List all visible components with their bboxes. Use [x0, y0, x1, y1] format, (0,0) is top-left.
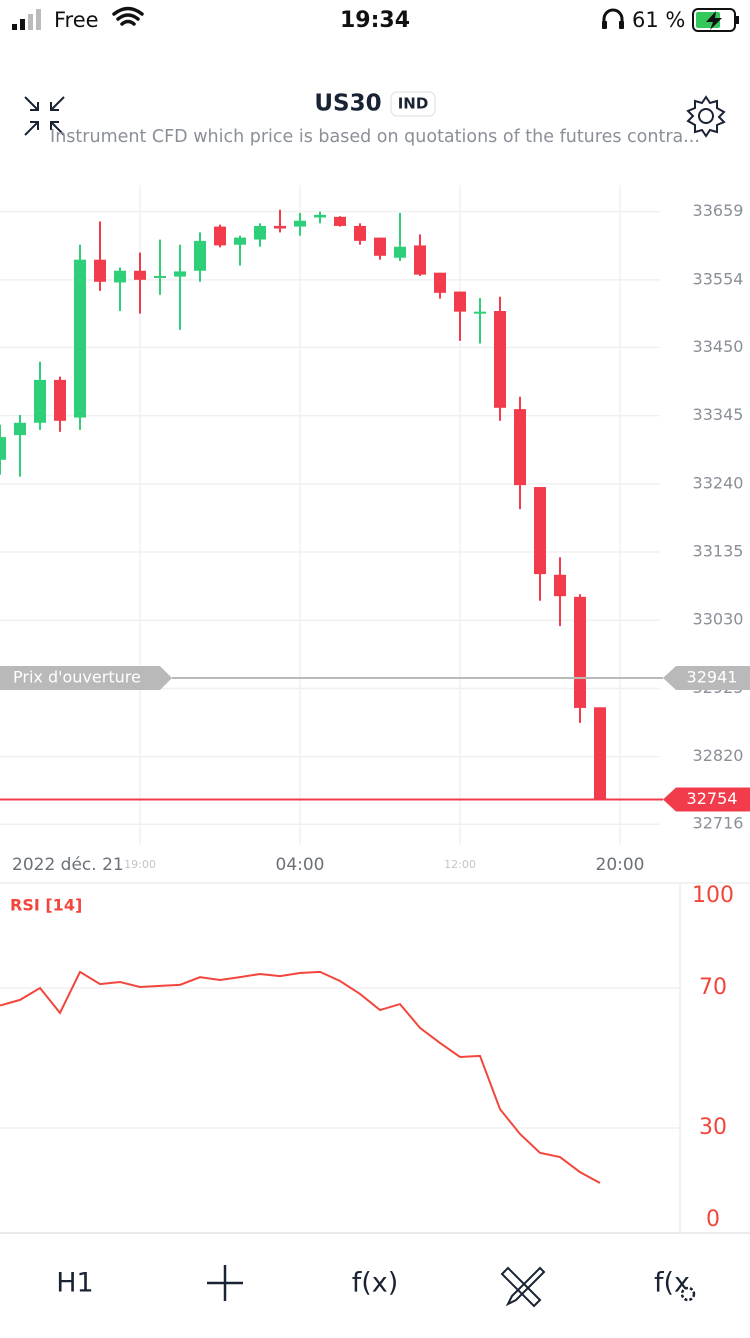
y-tick-label: 70	[699, 975, 727, 1000]
y-tick-label: 33240	[693, 473, 744, 492]
instrument-subtitle: Instrument CFD which price is based on q…	[50, 127, 700, 147]
price-tag-label: 32941	[687, 668, 738, 687]
candle-body	[214, 226, 226, 246]
indicator-title: RSI [14]	[10, 896, 82, 915]
candle-body	[374, 237, 386, 256]
candle-body	[0, 437, 6, 460]
candle-body	[234, 237, 246, 245]
x-tick-label: 12:00	[444, 858, 476, 871]
candle-body	[94, 259, 106, 282]
candle-body	[14, 422, 26, 436]
candle-body	[554, 574, 566, 597]
candle-body	[414, 245, 426, 275]
candle-body	[314, 214, 326, 218]
candle-body	[34, 379, 46, 423]
drawing-tools-button[interactable]	[500, 1266, 546, 1308]
battery-level: 61 %	[632, 8, 685, 32]
price-line-label: Prix d'ouverture	[13, 668, 141, 687]
collapse-button[interactable]	[24, 96, 65, 136]
y-tick-label: 100	[692, 883, 734, 908]
battery-icon	[692, 8, 736, 32]
candle-body	[534, 487, 546, 575]
rsi-line	[0, 970, 601, 1184]
candle-body	[254, 225, 266, 240]
y-tick-label: 33659	[693, 201, 744, 220]
y-tick-label: 32820	[693, 746, 744, 765]
candle-body	[134, 270, 146, 280]
signal-bar	[36, 9, 41, 30]
y-tick-label: 0	[706, 1207, 720, 1232]
candle-body	[174, 271, 186, 277]
instrument-badge: IND	[398, 95, 429, 113]
candle-body	[74, 259, 86, 418]
status-bar: Free 19:34 61 %	[12, 6, 739, 33]
candle-body	[354, 225, 366, 241]
carrier: Free	[54, 8, 99, 32]
timeframe-button[interactable]: H1	[56, 1268, 93, 1299]
charging-bolt	[706, 11, 722, 30]
battery-tip	[736, 16, 739, 24]
headphone-icon	[602, 8, 624, 26]
indicators-button[interactable]: f(x)	[352, 1268, 399, 1299]
y-tick-label: 33030	[693, 610, 744, 629]
candle-body	[394, 246, 406, 258]
candle-body	[294, 220, 306, 227]
price-tag	[663, 787, 750, 812]
x-tick-label: 20:00	[596, 855, 645, 875]
candle-body	[474, 311, 486, 314]
candle-body	[154, 275, 166, 278]
wifi-icon	[112, 6, 144, 26]
candle-body	[334, 216, 346, 226]
candle-body	[454, 291, 466, 312]
candle-body	[114, 270, 126, 283]
candle-body	[514, 409, 526, 486]
chart-layer: 3365933554334503334533240331353303032925…	[0, 185, 750, 1234]
y-tick-label: 32716	[693, 814, 744, 833]
headphone-icon	[619, 21, 624, 29]
y-tick-label: 33345	[693, 405, 744, 424]
candle-body	[54, 379, 66, 421]
candle-body	[574, 596, 586, 708]
settings-gear	[680, 1286, 696, 1302]
signal-bar	[20, 19, 25, 30]
candle-body	[274, 225, 286, 229]
headphone-icon	[602, 21, 607, 29]
badge-box	[390, 91, 436, 117]
y-tick-label: 33135	[693, 542, 744, 561]
price-tag-label: 32754	[687, 789, 738, 808]
y-tick-label: 30	[699, 1115, 727, 1140]
clock: 19:34	[340, 8, 410, 33]
candle-body	[194, 240, 206, 271]
x-tick-label: 04:00	[276, 855, 325, 875]
crosshair-button[interactable]	[207, 1265, 243, 1301]
price-line-tag	[0, 666, 172, 691]
signal-bar	[28, 14, 33, 30]
y-tick-label: 33450	[693, 337, 744, 356]
date-label: 2022 déc. 21	[12, 855, 124, 875]
signal-bar	[12, 24, 17, 30]
instrument-title: US30	[314, 91, 381, 117]
y-tick-label: 33554	[693, 269, 744, 288]
candle-body	[594, 707, 606, 800]
settings-button[interactable]	[686, 95, 726, 138]
candle-body	[494, 311, 506, 408]
candle-body	[434, 272, 446, 293]
price-tag	[663, 666, 750, 691]
x-tick-label: 19:00	[124, 858, 156, 871]
